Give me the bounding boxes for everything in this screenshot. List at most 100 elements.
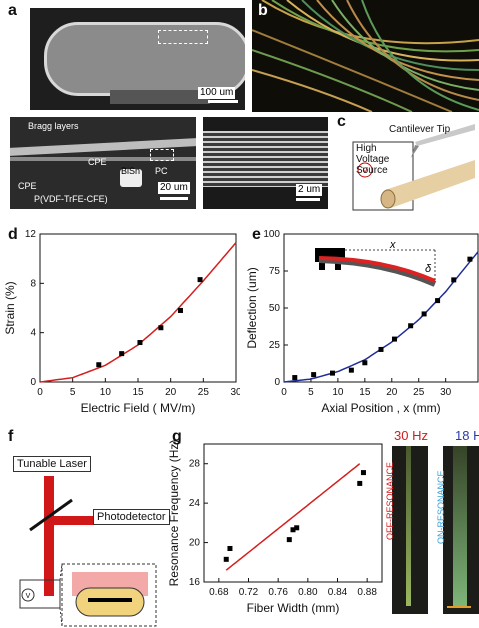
data-point xyxy=(294,525,300,531)
data-point xyxy=(378,346,384,352)
y-tick-label: 16 xyxy=(189,577,201,588)
cantilever-tip xyxy=(411,145,419,158)
x-tick-label: 10 xyxy=(332,387,344,398)
fiber-vibrating xyxy=(453,446,467,606)
panel-c-label: c xyxy=(337,113,346,130)
inset-fiber xyxy=(318,256,436,283)
data-point xyxy=(137,340,143,346)
on-resonance-label: ON-RESONANCE xyxy=(436,470,446,544)
x-tick-label: 25 xyxy=(198,387,210,398)
voltage-source-f xyxy=(21,588,35,602)
y-tick-label: 28 xyxy=(189,459,201,470)
hv-source-label: High Voltage Source xyxy=(356,143,390,176)
y-tick-label: 12 xyxy=(25,229,37,240)
y-axis-label: Deflection (um) xyxy=(245,267,259,348)
inset-x-label: x xyxy=(389,242,396,251)
x-tick-label: 0.72 xyxy=(239,587,259,598)
img1-title: 30 Hz xyxy=(394,428,428,443)
data-point xyxy=(435,298,441,304)
fiber-cross-section xyxy=(44,22,245,96)
data-point xyxy=(96,362,102,368)
x-tick-label: 0.76 xyxy=(268,587,288,598)
data-point xyxy=(357,480,363,486)
bisn-electrode xyxy=(120,169,142,187)
x-tick-label: 0.88 xyxy=(357,587,377,598)
data-point xyxy=(348,367,354,373)
voltage-source-f-text: V xyxy=(26,593,31,600)
x-axis-label: Electric Field ( MV/m) xyxy=(81,401,196,415)
x-tick-label: 5 xyxy=(308,387,314,398)
inset-clamp-foot-1 xyxy=(319,262,325,270)
cpe-band xyxy=(10,157,196,161)
sem-layers-zoom xyxy=(203,117,328,209)
y-axis-label: Strain (%) xyxy=(3,281,17,334)
scalebar-top-label: 100 um xyxy=(198,87,236,99)
scalebar-mid-label: 20 um xyxy=(158,182,190,194)
beam-splitter xyxy=(29,498,73,532)
label-bragg: Bragg layers xyxy=(28,121,79,131)
x-tick-label: 20 xyxy=(165,387,177,398)
label-pvdf: P(VDF-TrFE-CFE) xyxy=(34,194,108,204)
scalebar-mid-bar xyxy=(160,197,188,200)
x-axis-label: Axial Position , x (mm) xyxy=(321,401,440,415)
y-tick-label: 24 xyxy=(189,498,201,509)
sample-box xyxy=(19,579,61,609)
zoom-line-2 xyxy=(59,563,63,581)
cantilever-label: Cantilever Tip xyxy=(389,124,451,135)
data-point xyxy=(451,277,457,283)
chart-deflection-vs-position: 0 5 10 15 20 25 30 0 25 50 75 100 Axial Position , x… xyxy=(245,229,479,415)
y-tick-label: 75 xyxy=(269,266,281,277)
zoom-box xyxy=(158,30,208,44)
x-tick-label: 20 xyxy=(386,387,398,398)
sem-fiber-overview xyxy=(30,8,245,110)
y-axis-label: Resonance Frequency (Hz) xyxy=(167,440,181,587)
inset-clamp-foot-2 xyxy=(335,262,341,270)
x-tick-label: 15 xyxy=(359,387,371,398)
inset-fiber-shadow xyxy=(318,257,437,287)
x-tick-label: 0 xyxy=(37,387,43,398)
panel-f-label: f xyxy=(8,428,14,445)
x-tick-label: 5 xyxy=(70,387,76,398)
data-point xyxy=(362,360,368,366)
panel-d-label: d xyxy=(8,226,18,243)
img2-title: 18 H xyxy=(455,428,479,443)
label-cpe-2: CPE xyxy=(18,181,37,191)
photo-off-resonance xyxy=(392,446,428,614)
scalebar-right-bar xyxy=(296,198,320,201)
fiber-static xyxy=(406,446,411,606)
data-point xyxy=(290,527,296,533)
fiber-body xyxy=(385,160,475,208)
cantilever-schematic: V xyxy=(352,124,475,211)
data-point xyxy=(197,277,203,283)
data-point xyxy=(227,545,233,551)
x-tick-label: 0.68 xyxy=(209,587,229,598)
zoom-line-1 xyxy=(59,607,63,627)
x-tick-label: 15 xyxy=(132,387,144,398)
x-tick-label: 0.84 xyxy=(328,587,348,598)
voltage-symbol-text: V xyxy=(362,166,368,175)
label-pc: PC xyxy=(155,166,168,176)
y-tick-label: 100 xyxy=(263,229,280,240)
data-point xyxy=(177,307,183,313)
fit-curve xyxy=(39,242,237,383)
x-tick-label: 30 xyxy=(440,387,452,398)
cantilever-arm xyxy=(415,124,475,146)
deflection-inset: x δ xyxy=(315,242,437,287)
y-tick-label: 4 xyxy=(30,328,36,339)
scalebar-top-bar xyxy=(208,100,238,103)
data-point xyxy=(467,256,473,262)
tunable-laser-box: Tunable Laser xyxy=(13,456,91,472)
data-point xyxy=(223,556,229,562)
data-point xyxy=(286,537,292,543)
y-tick-label: 8 xyxy=(30,278,36,289)
x-tick-label: 30 xyxy=(230,387,240,398)
data-point xyxy=(421,311,427,317)
x-tick-label: 0.80 xyxy=(298,587,318,598)
plot-frame xyxy=(39,233,237,383)
data-point xyxy=(408,323,414,329)
photodetector-box: Photodetector xyxy=(93,509,170,525)
laser-beam-horizontal xyxy=(54,516,94,525)
y-tick-label: 20 xyxy=(189,538,201,549)
panel-b-label: b xyxy=(258,2,268,19)
data-point xyxy=(330,370,335,376)
